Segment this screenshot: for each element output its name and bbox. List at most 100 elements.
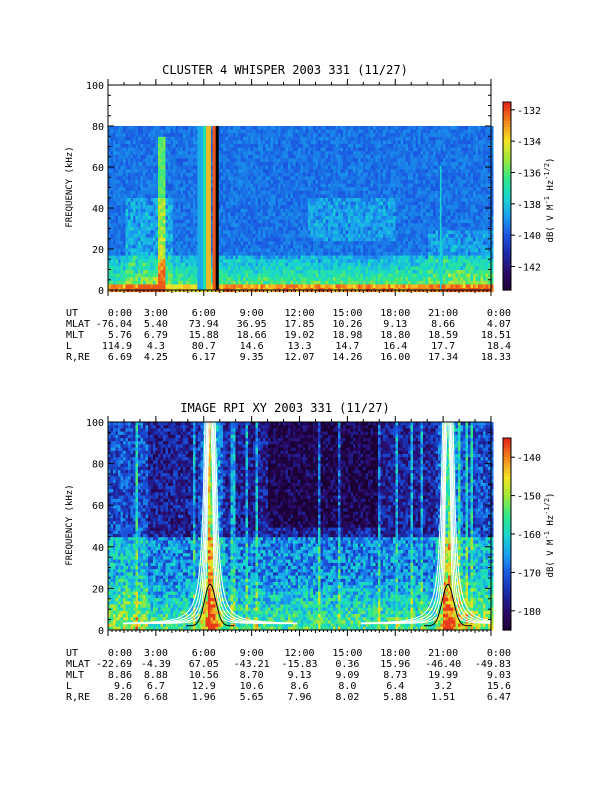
spectrogram-cell <box>143 266 146 271</box>
spectrogram-cell <box>138 234 141 239</box>
spectrogram-cell <box>178 270 181 275</box>
spectrogram-cell <box>228 144 231 149</box>
spectrogram-cell <box>130 126 134 131</box>
spectrogram-cell <box>153 172 156 177</box>
spectrogram-cell <box>158 194 161 199</box>
spectrogram-cell <box>113 194 116 199</box>
spectrogram-cell <box>158 187 161 192</box>
spectrogram-cell <box>160 180 164 185</box>
spectrogram-cell <box>138 255 141 260</box>
spectrogram-cell <box>130 284 134 289</box>
spectrogram-cell <box>150 219 154 224</box>
spectrogram-cell <box>140 266 144 271</box>
spectrogram-cell <box>120 154 124 159</box>
spectrogram-cell <box>170 198 174 203</box>
spectrogram-cell <box>108 234 111 239</box>
spectrogram-cell <box>175 280 179 285</box>
spectrogram-cell <box>125 176 129 181</box>
spectrogram-cell <box>108 270 111 275</box>
spectrogram-cell <box>113 151 116 156</box>
spectrogram-cell <box>160 241 164 246</box>
spectrogram-cell <box>153 165 156 170</box>
spectrogram-cell <box>148 169 151 174</box>
spectrogram-cell <box>163 126 166 131</box>
spectrogram-cell <box>210 230 214 235</box>
spectrogram-cell <box>228 172 231 177</box>
spectrogram-cell <box>170 176 174 181</box>
spectrogram-cell <box>150 198 154 203</box>
spectrogram-cell <box>165 140 169 145</box>
spectrogram-cell <box>193 255 196 260</box>
spectrogram-cell <box>145 205 149 210</box>
spectrogram-cell <box>165 234 169 239</box>
spectrogram-cell <box>140 216 144 221</box>
spectrogram-cell <box>173 219 176 224</box>
spectrogram-cell <box>158 277 161 282</box>
spectrogram-cell <box>145 126 149 131</box>
spectrogram-cell <box>163 244 166 249</box>
spectrogram-cell <box>163 259 166 264</box>
spectrogram-cell <box>173 190 176 195</box>
spectrogram-cell <box>163 180 166 185</box>
spectrogram-cell <box>133 230 136 235</box>
spectrogram-cell <box>135 158 139 163</box>
spectrogram-cell <box>125 208 129 213</box>
spectrogram-cell <box>135 180 139 185</box>
spectrogram-cell <box>155 151 159 156</box>
spectrogram-cell <box>160 248 164 253</box>
spectrogram-cell <box>228 147 231 152</box>
spectrogram-cell <box>193 223 196 228</box>
spectrogram-cell <box>110 144 114 149</box>
spectrogram-cell <box>115 198 119 203</box>
spectrogram-cell <box>135 169 139 174</box>
spectrogram-cell <box>170 277 174 282</box>
spectrogram-cell <box>223 262 226 267</box>
spectrogram-cell <box>108 237 111 242</box>
spectrogram-cell <box>228 216 231 221</box>
spectrogram-cell <box>110 230 114 235</box>
spectrogram-cell <box>120 147 124 152</box>
spectrogram-cell <box>183 154 186 159</box>
spectrogram-cell <box>173 234 176 239</box>
spectrogram-cell <box>180 151 184 156</box>
spectrogram-cell <box>150 187 154 192</box>
spectrogram-cell <box>188 219 191 224</box>
spectrogram-cell <box>225 277 229 282</box>
spectrogram-cell <box>163 252 166 257</box>
spectrogram-cell <box>220 255 224 260</box>
spectrogram-cell <box>123 176 126 181</box>
spectrogram-cell <box>123 208 126 213</box>
spectrogram-cell <box>195 223 199 228</box>
spectrogram-cell <box>188 277 191 282</box>
spectrogram-cell <box>108 252 111 257</box>
spectrogram-cell <box>155 270 159 275</box>
spectrogram-cell <box>193 234 196 239</box>
spectrogram-cell <box>123 266 126 271</box>
spectrogram-cell <box>130 194 134 199</box>
spectrogram-cell <box>123 172 126 177</box>
spectrogram-cell <box>180 230 184 235</box>
spectrogram-cell <box>220 262 224 267</box>
spectrogram-cell <box>190 176 194 181</box>
spectrogram-cell <box>188 248 191 253</box>
spectrogram-cell <box>188 230 191 235</box>
spectrogram-cell <box>110 259 114 264</box>
spectrogram-cell <box>218 176 221 181</box>
spectrogram-cell <box>145 216 149 221</box>
spectrogram-cell <box>150 226 154 231</box>
spectrogram-cell <box>150 284 154 289</box>
spectrogram-cell <box>228 133 231 138</box>
spectrogram-cell <box>223 154 226 159</box>
spectrogram-cell <box>148 259 151 264</box>
spectrogram-cell <box>220 136 224 141</box>
spectrogram-cell <box>110 270 114 275</box>
spectrogram-cell <box>180 226 184 231</box>
spectrogram-cell <box>140 169 144 174</box>
spectrogram-cell <box>175 133 179 138</box>
spectrogram-cell <box>183 165 186 170</box>
spectrogram-cell <box>218 198 221 203</box>
spectrogram-cell <box>178 154 181 159</box>
spectrogram-cell <box>195 151 199 156</box>
spectrogram-cell <box>165 158 169 163</box>
spectrogram-cell <box>225 176 229 181</box>
